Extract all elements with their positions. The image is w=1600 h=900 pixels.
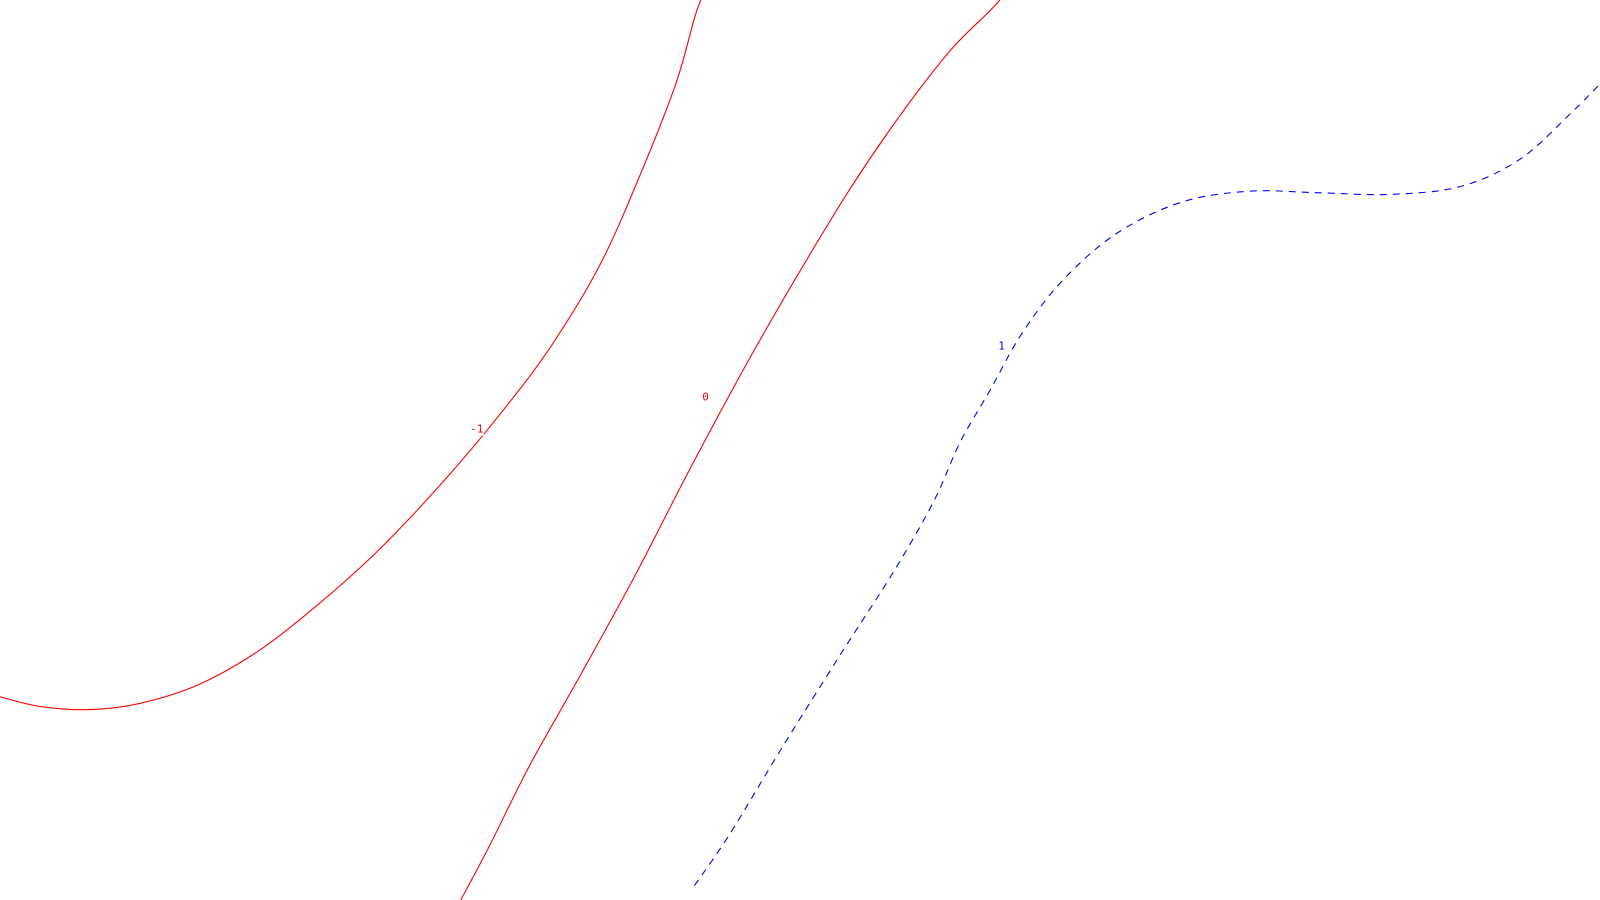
contour-line-level-2: [693, 83, 1600, 886]
contour-labels: -1 0 1: [469, 339, 1009, 436]
contour-label-level-1: 0: [702, 391, 709, 404]
contour-label-bg-0: [469, 423, 484, 436]
contour-label-level-2: 1: [998, 339, 1005, 352]
contour-line-level-1: [460, 0, 1001, 900]
contour-label-bg-1: [698, 391, 713, 404]
contour-label-level-0: -1: [470, 423, 483, 436]
contour-label-bg-2: [994, 340, 1009, 353]
contour-line-level-0: [0, 0, 702, 711]
